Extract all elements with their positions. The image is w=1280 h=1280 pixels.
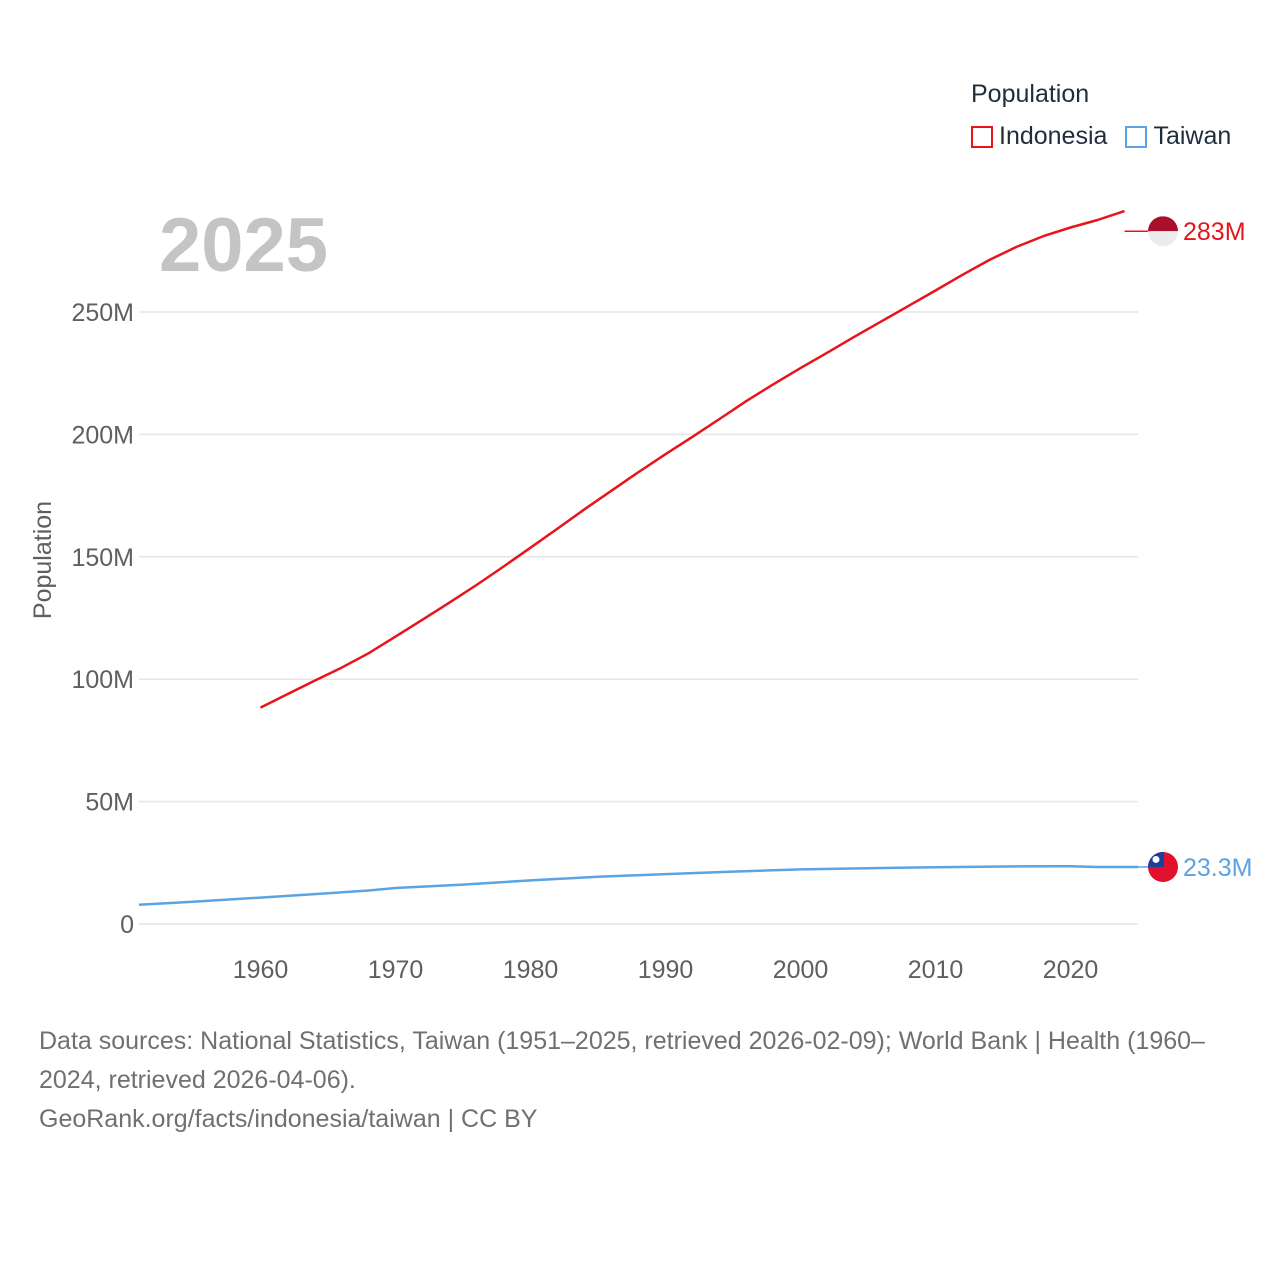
y-tick-label: 100M [71, 666, 134, 694]
end-value-label-taiwan: 23.3M [1183, 854, 1252, 882]
y-tick-label: 50M [85, 789, 134, 817]
y-axis-ticks: 0 50M 100M 150M 200M 250M [71, 299, 134, 939]
y-tick-label: 200M [71, 421, 134, 449]
y-tick-label: 250M [71, 299, 134, 327]
gridlines [139, 311, 1138, 925]
x-tick-label: 1980 [503, 956, 559, 984]
x-tick-label: 1990 [638, 956, 694, 984]
x-tick-label: 2000 [773, 956, 829, 984]
legend-item-indonesia[interactable]: Indonesia [971, 122, 1107, 151]
x-tick-label: 2010 [908, 956, 964, 984]
end-markers: 283M 23.3M [1124, 216, 1252, 882]
footer: Data sources: National Statistics, Taiwa… [39, 1022, 1249, 1139]
legend-title: Population [971, 80, 1090, 108]
y-tick-label: 0 [120, 911, 134, 939]
x-axis-ticks: 1960 1970 1980 1990 2000 2010 2020 [233, 956, 1099, 984]
legend-item-taiwan[interactable]: Taiwan [1125, 122, 1231, 151]
footer-credit-link[interactable]: GeoRank.org/facts/indonesia/taiwan | CC … [39, 1105, 538, 1133]
indonesia-flag-icon [1148, 216, 1178, 247]
y-tick-label: 150M [71, 544, 134, 572]
footer-sources-line2: 2024, retrieved 2026-04-06). [39, 1066, 356, 1094]
series-lines [138, 209, 1138, 906]
series-line-indonesia [259, 209, 1125, 709]
x-tick-label: 2020 [1043, 956, 1099, 984]
legend-label-indonesia: Indonesia [999, 122, 1108, 150]
legend-swatch-taiwan [1125, 125, 1148, 148]
legend: Indonesia Taiwan [971, 122, 1249, 151]
taiwan-flag-icon [1148, 851, 1178, 882]
series-line-taiwan [138, 864, 1138, 906]
current-year-label: 2025 [159, 203, 329, 288]
x-tick-label: 1970 [368, 956, 424, 984]
x-tick-label: 1960 [233, 956, 289, 984]
legend-label-taiwan: Taiwan [1153, 122, 1232, 150]
y-axis-label: Population [29, 501, 57, 619]
end-value-label-indonesia: 283M [1183, 218, 1246, 246]
footer-sources-line1: Data sources: National Statistics, Taiwa… [39, 1027, 1205, 1055]
legend-swatch-indonesia [971, 125, 993, 148]
